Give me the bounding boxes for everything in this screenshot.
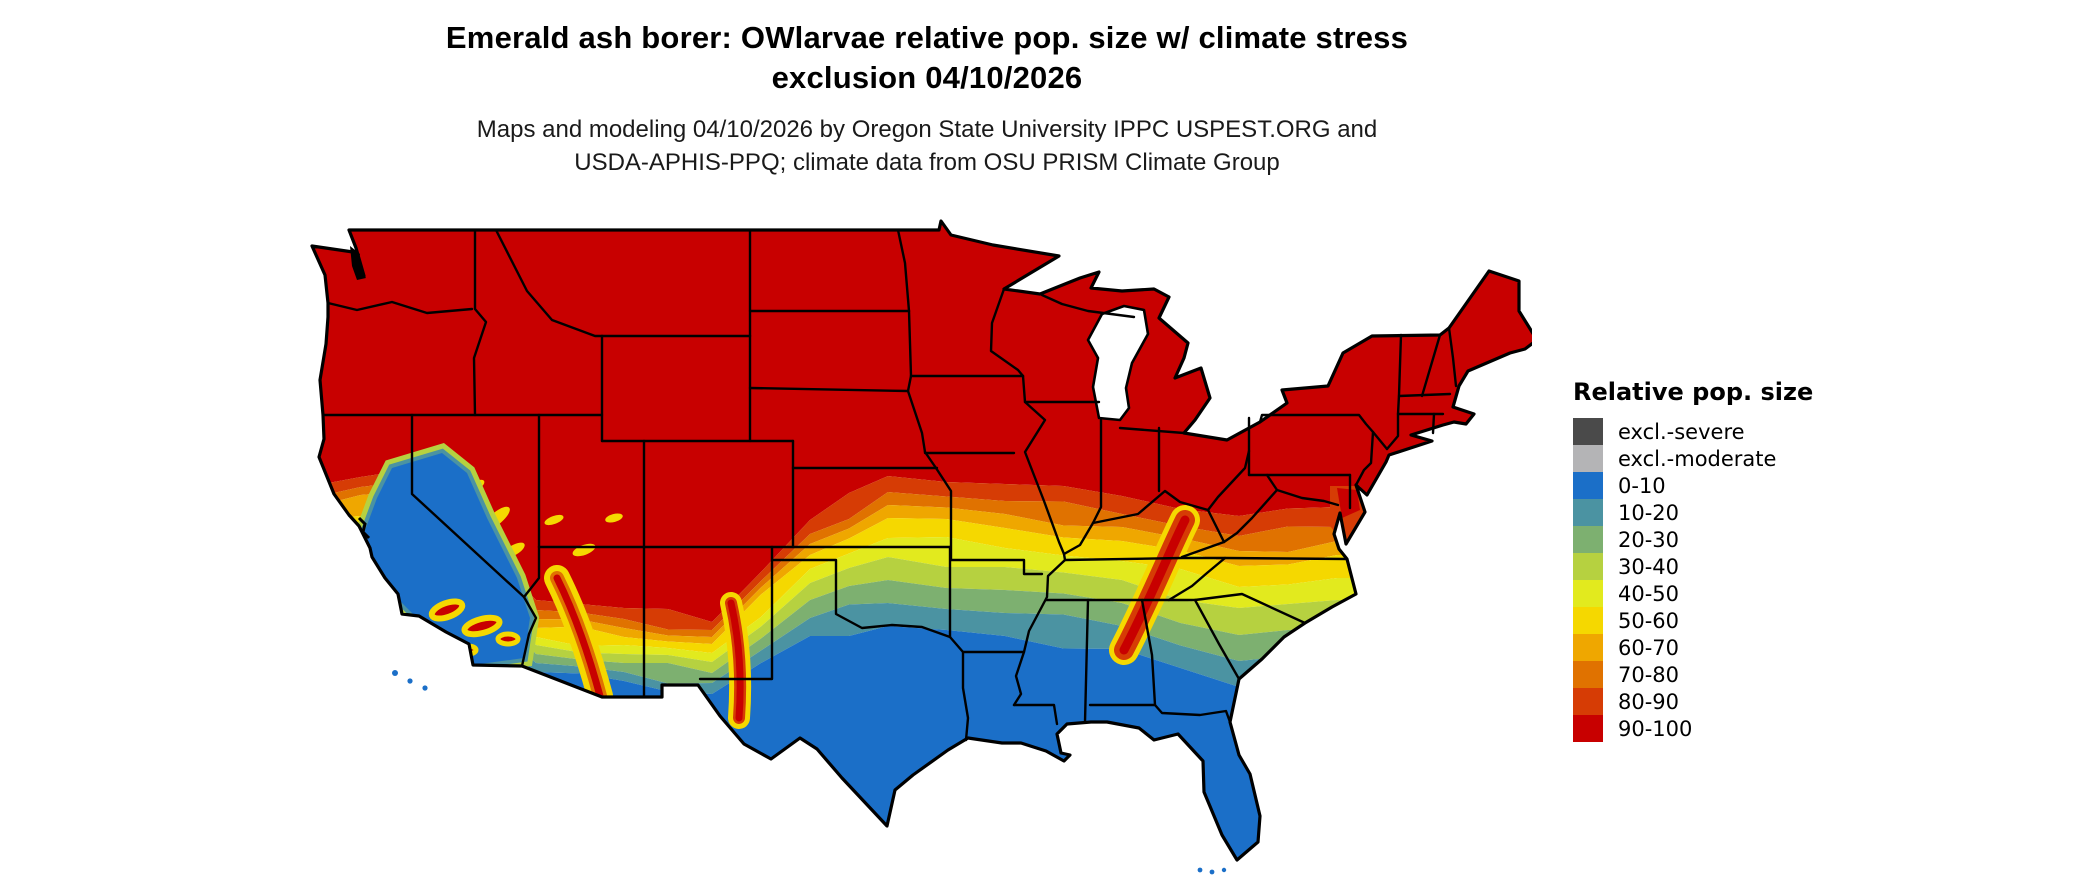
legend-item: 10-20	[1573, 499, 1813, 526]
legend-items: excl.-severe excl.-moderate 0-10 10-20 20-30…	[1573, 418, 1813, 742]
legend-swatch	[1573, 526, 1603, 553]
us-map	[302, 218, 1532, 882]
band-p50_60	[312, 500, 1532, 653]
legend-swatch	[1573, 688, 1603, 715]
band-p10_20	[312, 548, 1532, 694]
legend-item: 50-60	[1573, 607, 1813, 634]
legend-swatch	[1573, 553, 1603, 580]
florida-keys	[1197, 867, 1227, 875]
legend-swatch	[1573, 580, 1603, 607]
legend-item: 20-30	[1573, 526, 1813, 553]
legend-swatch	[1573, 445, 1603, 472]
us-map-canvas	[310, 219, 1532, 875]
legend-swatch	[1573, 472, 1603, 499]
legend-swatch	[1573, 499, 1603, 526]
legend-item: excl.-moderate	[1573, 445, 1813, 472]
legend-title: Relative pop. size	[1573, 378, 1814, 406]
legend-label: 50-60	[1618, 608, 1680, 633]
legend-label: 90-100	[1618, 716, 1693, 741]
legend-item: 40-50	[1573, 580, 1813, 607]
band-p40_50	[312, 512, 1532, 662]
lake-michigan	[1086, 304, 1150, 422]
subtitle-block: Maps and modeling 04/10/2026 by Oregon S…	[0, 113, 1854, 179]
legend-label: 40-50	[1618, 581, 1680, 606]
legend-label: excl.-moderate	[1618, 446, 1777, 471]
legend-swatch	[1573, 607, 1603, 634]
map-title-line1: Emerald ash borer: OWlarvae relative pop…	[445, 20, 1409, 55]
legend-label: 60-70	[1618, 635, 1680, 660]
san-francisco-bay	[357, 516, 371, 540]
band-p20_30	[312, 536, 1532, 684]
legend-swatch	[1573, 634, 1603, 661]
legend-label: 20-30	[1618, 527, 1680, 552]
map-subtitle-line1: Maps and modeling 04/10/2026 by Oregon S…	[476, 116, 1378, 143]
title-block: Emerald ash borer: OWlarvae relative pop…	[0, 18, 1854, 179]
new-mexico-red-streak	[731, 603, 740, 718]
legend-label: 0-10	[1618, 473, 1666, 498]
legend-item: 0-10	[1573, 472, 1813, 499]
legend-item: 60-70	[1573, 634, 1813, 661]
legend-item: 70-80	[1573, 661, 1813, 688]
legend-item: 90-100	[1573, 715, 1813, 742]
channel-islands	[392, 670, 428, 691]
raster-field	[312, 221, 1532, 860]
legend-label: 80-90	[1618, 689, 1680, 714]
state-borders	[321, 228, 1458, 742]
legend-swatch	[1573, 418, 1603, 445]
map-title-line2: exclusion 04/10/2026	[771, 60, 1083, 95]
legend-label: 30-40	[1618, 554, 1680, 579]
legend-label: 10-20	[1618, 500, 1680, 525]
legend-item: 30-40	[1573, 553, 1813, 580]
legend-swatch	[1573, 715, 1603, 742]
puget-sound	[350, 246, 366, 280]
legend-label: 70-80	[1618, 662, 1680, 687]
legend: Relative pop. size excl.-severe excl.-mod…	[1573, 378, 1813, 742]
legend-label: excl.-severe	[1618, 419, 1745, 444]
map-subtitle-line2: USDA-APHIS-PPQ; climate data from OSU PR…	[574, 149, 1280, 176]
legend-item: 80-90	[1573, 688, 1813, 715]
legend-item: excl.-severe	[1573, 418, 1813, 445]
legend-swatch	[1573, 661, 1603, 688]
